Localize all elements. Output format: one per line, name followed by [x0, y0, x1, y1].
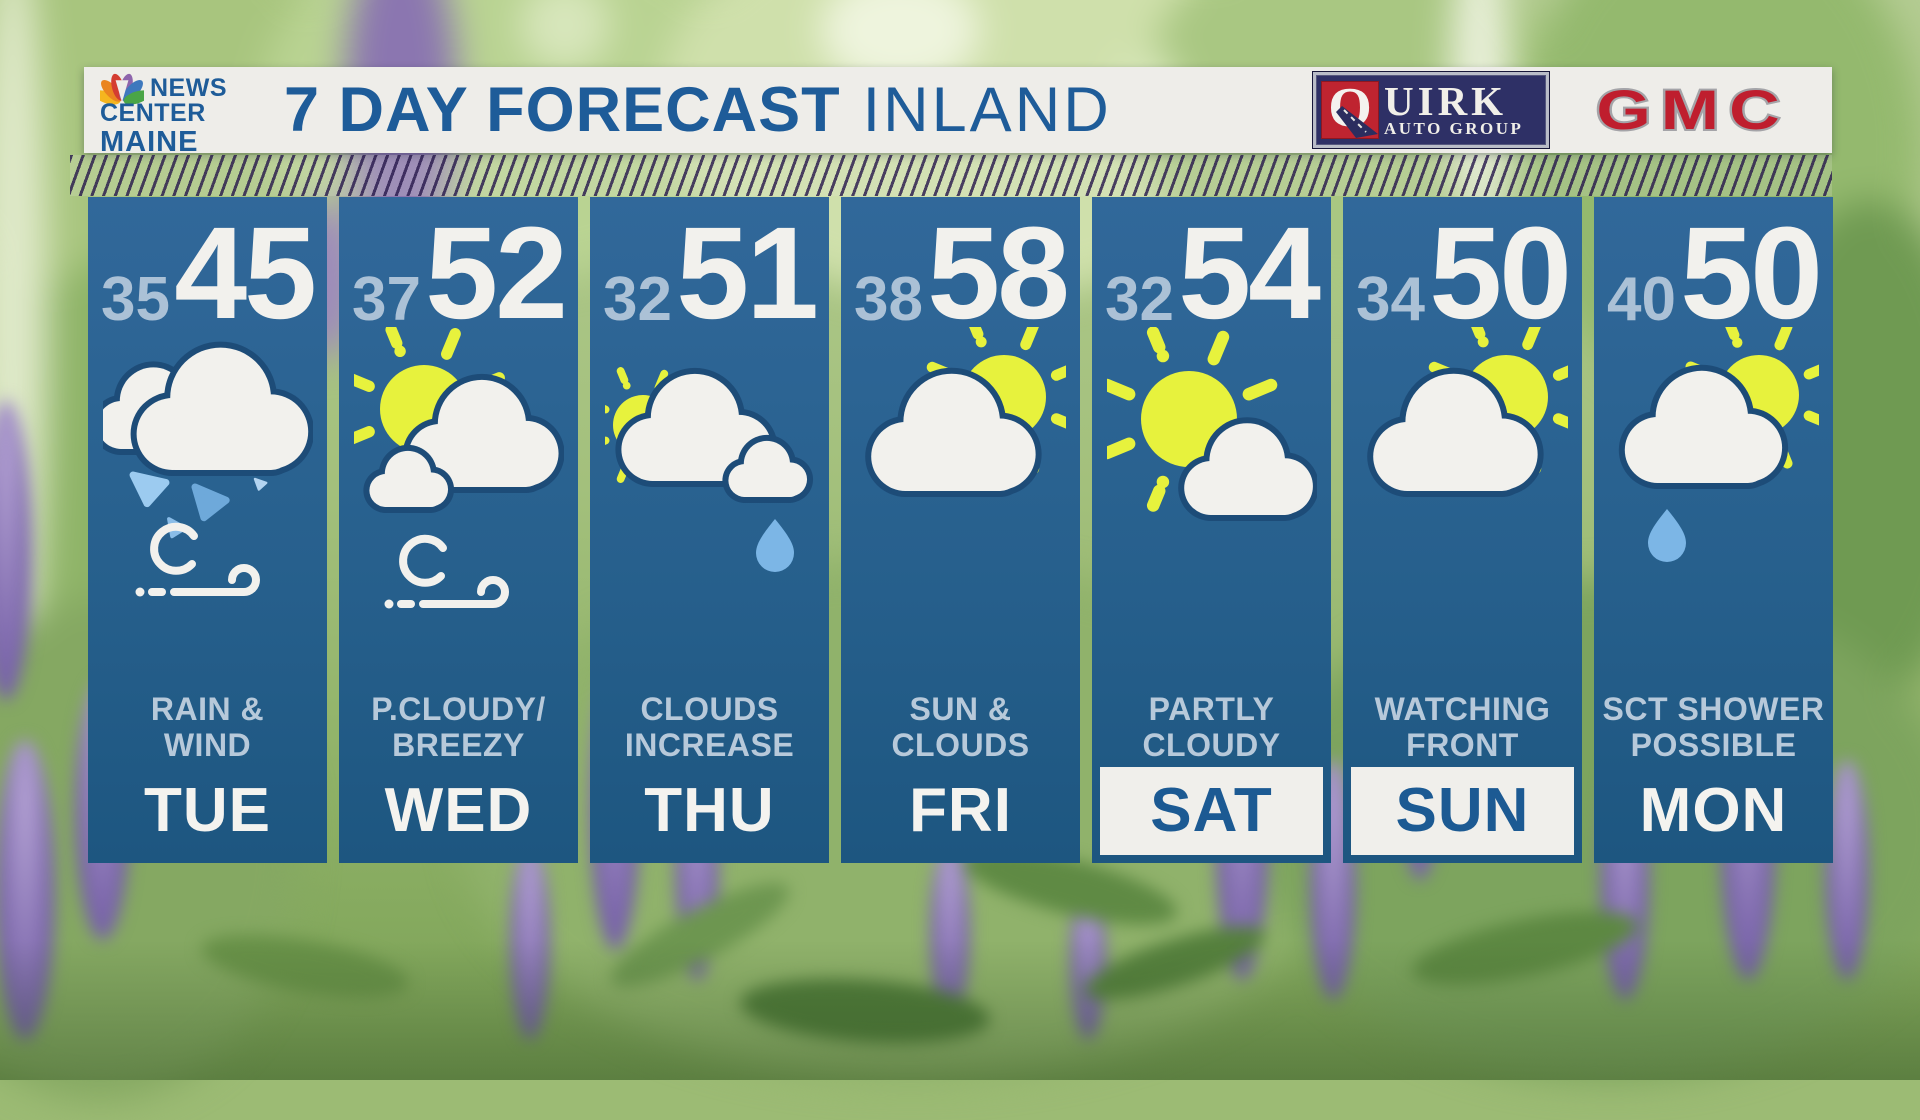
day-label: SUN — [1395, 776, 1530, 845]
clouds-rain-wind-icon — [88, 327, 327, 627]
cloud-sun-icon — [841, 327, 1080, 627]
quirk-auto-group-logo: Q UIRK AUTO GROUP — [1312, 71, 1550, 149]
condition-text: CLOUDS INCREASE — [594, 691, 825, 764]
condition-line2: CLOUDY — [1142, 727, 1281, 764]
lupine-flower — [0, 740, 55, 1040]
quirk-tagline: AUTO GROUP — [1384, 119, 1524, 139]
condition-text: SUN & CLOUDS — [845, 691, 1076, 764]
forecast-day-card: 38 58 SUN & CLOUDS FRI — [841, 197, 1080, 863]
sun-cloud-wind-icon — [339, 327, 578, 627]
condition-line1: P.CLOUDY/ — [371, 691, 546, 727]
low-temp: 40 — [1607, 265, 1676, 334]
day-label: THU — [644, 776, 775, 845]
day-label: MON — [1639, 776, 1788, 845]
day-label-area: SAT — [1100, 767, 1323, 855]
lupine-flower — [510, 840, 550, 1040]
station-name-line3: MAINE — [100, 126, 199, 158]
hatched-divider-stripe — [70, 155, 1832, 196]
condition-line1: RAIN & — [150, 691, 265, 727]
low-temp: 34 — [1356, 265, 1425, 334]
low-temp: 35 — [101, 265, 170, 334]
forecast-region: INLAND — [862, 75, 1112, 145]
condition-line1: SUN & — [909, 691, 1012, 727]
condition-line2: POSSIBLE — [1630, 727, 1797, 764]
gmc-logo: GMC — [1594, 77, 1789, 143]
low-temp: 37 — [352, 265, 421, 334]
day-label-area: WED — [347, 767, 570, 855]
station-name-line2: CENTER — [100, 99, 206, 127]
high-temp: 54 — [1178, 199, 1321, 346]
condition-line2: BREEZY — [392, 727, 525, 764]
forecast-cards: 35 45 RAIN & WIND TUE 37 52 P.CLOUDY/ BR… — [88, 197, 1833, 863]
forecast-day-card: 37 52 P.CLOUDY/ BREEZY WED — [339, 197, 578, 863]
condition-text: SCT SHOWER POSSIBLE — [1598, 691, 1829, 764]
condition-line2: WIND — [163, 727, 252, 764]
quirk-q-badge: Q — [1321, 80, 1379, 139]
day-label: WED — [384, 776, 533, 845]
condition-line2: FRONT — [1406, 727, 1519, 764]
page-title: 7 DAY FORECAST INLAND — [284, 67, 1112, 153]
day-label-area: THU — [598, 767, 821, 855]
forecast-title: 7 DAY FORECAST — [284, 75, 841, 145]
condition-line2: INCREASE — [624, 727, 795, 764]
low-temp: 32 — [1105, 265, 1174, 334]
station-name-line1: NEWS — [150, 73, 227, 102]
header-bar: NEWS CENTER MAINE 7 DAY FORECAST INLAND … — [84, 67, 1832, 157]
day-label-area: SUN — [1351, 767, 1574, 855]
cloud-sun-icon — [1343, 327, 1582, 627]
day-label: FRI — [909, 776, 1012, 845]
day-label: TUE — [144, 776, 271, 845]
high-temp: 50 — [1680, 199, 1823, 346]
quirk-name: UIRK — [1384, 77, 1508, 124]
condition-line1: PARTLY — [1148, 691, 1275, 727]
high-temp: 52 — [425, 199, 568, 346]
condition-text: RAIN & WIND — [92, 691, 323, 764]
day-label-area: FRI — [849, 767, 1072, 855]
forecast-day-card: 40 50 SCT SHOWER POSSIBLE MON — [1594, 197, 1833, 863]
station-logo: NEWS CENTER MAINE — [100, 73, 270, 158]
lupine-flower — [0, 400, 32, 700]
low-temp: 32 — [603, 265, 672, 334]
forecast-day-card: 34 50 WATCHING FRONT SUN — [1343, 197, 1582, 863]
quirk-road-graphic — [1336, 106, 1378, 138]
low-temp: 38 — [854, 265, 923, 334]
forecast-day-card: 32 54 PARTLY CLOUDY SAT — [1092, 197, 1331, 863]
condition-line1: SCT SHOWER — [1602, 691, 1825, 727]
condition-line2: CLOUDS — [891, 727, 1030, 764]
forecast-day-card: 35 45 RAIN & WIND TUE — [88, 197, 327, 863]
condition-line1: WATCHING — [1374, 691, 1551, 727]
day-label-area: MON — [1602, 767, 1825, 855]
condition-text: WATCHING FRONT — [1347, 691, 1578, 764]
cloud-sun-raindrop-icon — [1594, 327, 1833, 627]
high-temp: 50 — [1429, 199, 1572, 346]
condition-text: P.CLOUDY/ BREEZY — [343, 691, 574, 764]
forecast-day-card: 32 51 CLOUDS INCREASE THU — [590, 197, 829, 863]
sun-cloud-icon — [1092, 327, 1331, 627]
sun-clouds-raindrop-icon — [590, 327, 829, 627]
high-temp: 51 — [676, 199, 819, 346]
high-temp: 58 — [927, 199, 1070, 346]
svg-text:GMC: GMC — [1596, 80, 1789, 142]
nbc-peacock-icon — [100, 73, 144, 105]
condition-text: PARTLY CLOUDY — [1096, 691, 1327, 764]
day-label-area: TUE — [96, 767, 319, 855]
condition-line1: CLOUDS — [640, 691, 779, 727]
high-temp: 45 — [174, 199, 317, 346]
day-label: SAT — [1150, 776, 1273, 845]
